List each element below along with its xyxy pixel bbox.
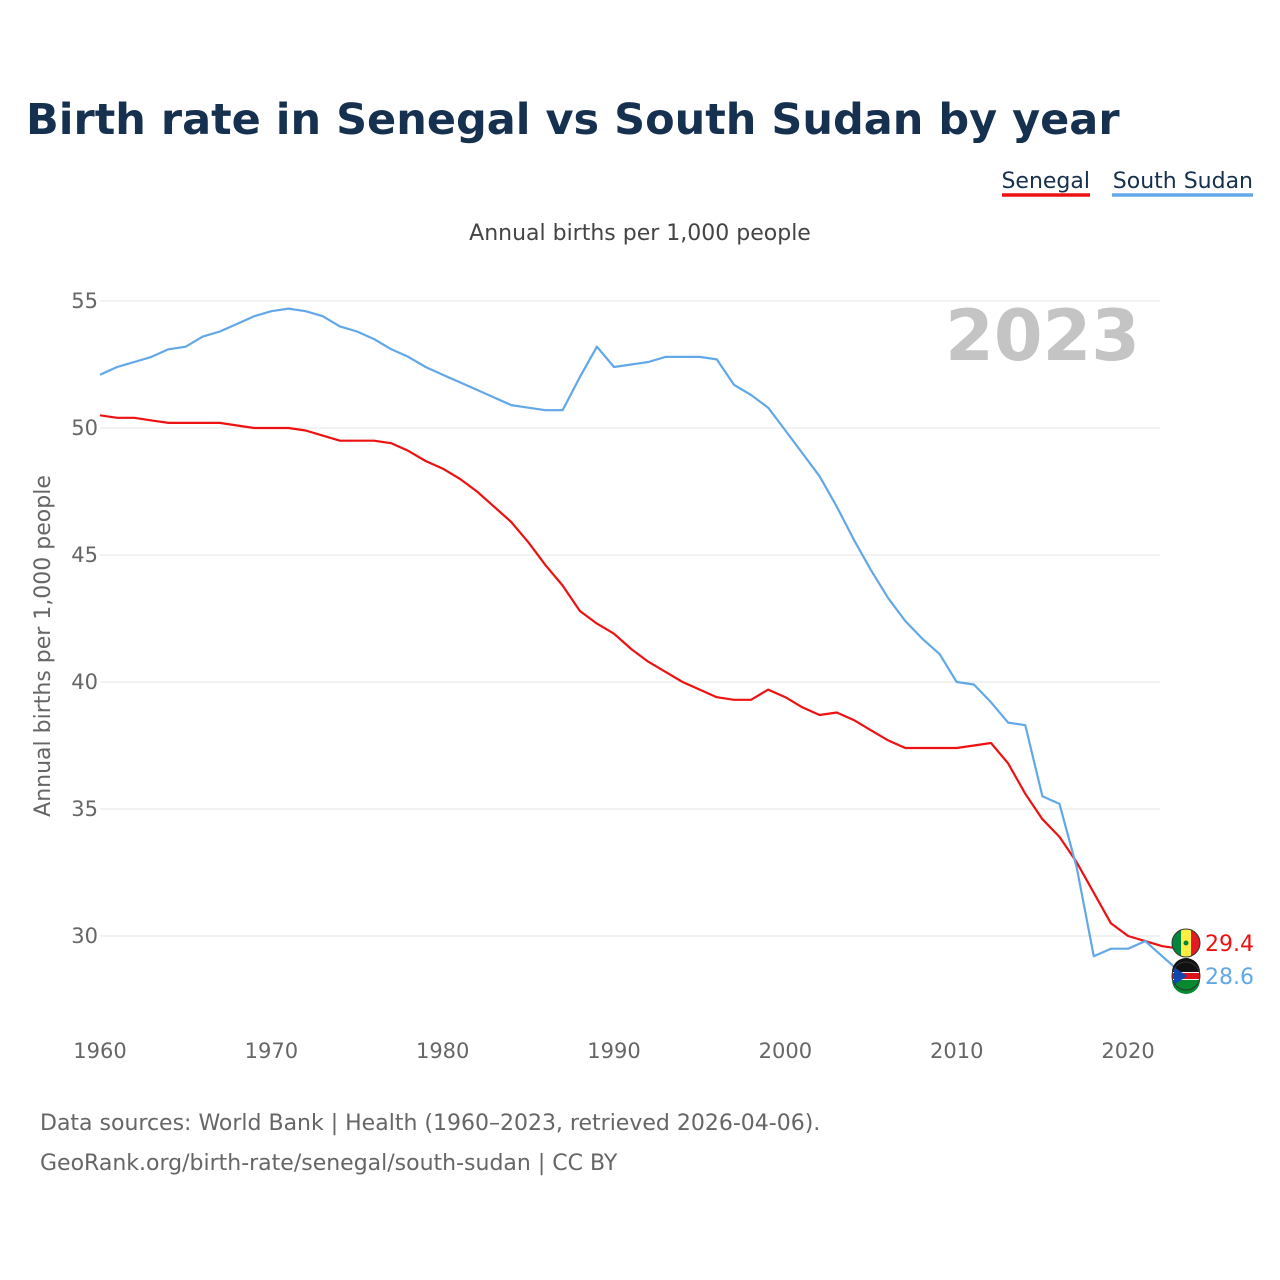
end-value-label: 29.4 (1205, 932, 1254, 957)
legend-label-south-sudan: South Sudan (1113, 169, 1253, 194)
current-year-label: 2023 (945, 295, 1140, 377)
y-tick-label: 40 (71, 670, 98, 694)
legend-item-senegal[interactable]: Senegal (1001, 169, 1090, 197)
y-axis-label: Annual births per 1,000 people (31, 475, 56, 817)
x-tick-label: 1970 (245, 1039, 298, 1063)
legend-label-senegal: Senegal (1001, 169, 1090, 194)
x-axis-ticks: 1960 1970 1980 1990 2000 2010 2020 (73, 1039, 1155, 1063)
footer-attribution[interactable]: GeoRank.org/birth-rate/senegal/south-sud… (40, 1151, 618, 1176)
x-tick-label: 1960 (73, 1039, 126, 1063)
series-line-south-sudan (99, 307, 1181, 973)
footer-sources: Data sources: World Bank | Health (1960–… (40, 1111, 820, 1136)
x-tick-label: 2010 (930, 1039, 983, 1063)
x-tick-label: 2020 (1101, 1039, 1154, 1063)
end-value-label: 28.6 (1205, 965, 1254, 990)
x-tick-label: 1990 (587, 1039, 640, 1063)
y-axis-ticks: 30 35 40 45 50 55 (71, 289, 98, 948)
series-line-senegal (99, 414, 1180, 950)
y-tick-label: 45 (71, 543, 98, 567)
chart-subtitle: Annual births per 1,000 people (469, 221, 811, 246)
flag-icon-senegal (1171, 928, 1201, 958)
y-tick-label: 30 (71, 924, 98, 948)
end-markers: 29.4 28.6 (1171, 928, 1254, 994)
series-lines (99, 307, 1181, 973)
chart-title: Birth rate in Senegal vs South Sudan by … (26, 95, 1120, 145)
grid-lines (100, 300, 1160, 937)
legend-item-south-sudan[interactable]: South Sudan (1112, 169, 1253, 197)
legend: Senegal South Sudan (1001, 169, 1253, 197)
x-tick-label: 1980 (416, 1039, 469, 1063)
x-tick-label: 2000 (759, 1039, 812, 1063)
y-tick-label: 35 (71, 797, 98, 821)
flag-icon-south-sudan (1171, 958, 1201, 994)
y-tick-label: 50 (71, 416, 98, 440)
y-tick-label: 55 (71, 289, 98, 313)
